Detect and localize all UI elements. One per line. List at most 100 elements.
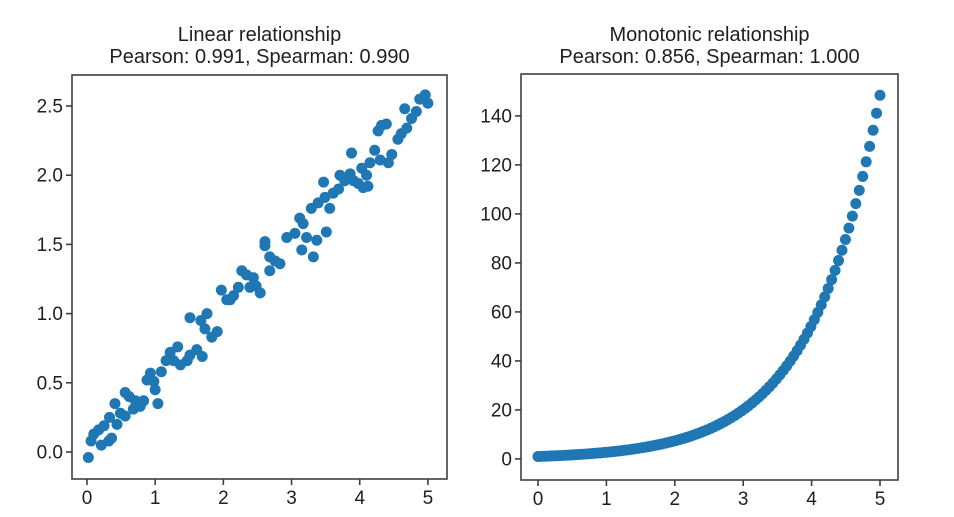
scatter-point	[867, 124, 879, 136]
scatter-point	[874, 89, 886, 101]
scatter-point	[369, 144, 381, 156]
axes-border	[71, 74, 448, 480]
scatter-point	[399, 103, 411, 115]
scatter-point	[119, 410, 131, 422]
scatter-point	[361, 169, 373, 181]
y-tick-label: 1.5	[37, 235, 63, 256]
scatter-point	[829, 264, 841, 276]
scatter-point	[98, 420, 110, 432]
scatter-point	[199, 323, 211, 335]
x-tick-label: 3	[286, 488, 297, 509]
scatter-point	[386, 148, 398, 160]
scatter-point	[850, 198, 862, 210]
scatter-point	[843, 222, 855, 234]
scatter-point	[318, 176, 330, 188]
y-tick-label: 0.5	[37, 373, 63, 394]
y-tick-label: 40	[491, 351, 512, 372]
scatter-point	[846, 210, 858, 222]
chart-linear-relationship: Linear relationship Pearson: 0.991, Spea…	[37, 24, 448, 509]
scatter-point	[155, 366, 167, 378]
x-axis: 0 1 2 3 4 5	[82, 479, 433, 509]
scatter-point	[311, 234, 323, 246]
scatter-point	[346, 147, 358, 159]
scatter-point	[196, 351, 208, 363]
x-tick-label: 0	[533, 489, 544, 510]
scatter-point	[296, 244, 308, 256]
plot-frame	[520, 73, 899, 481]
scatter-point	[410, 106, 422, 118]
scatter-point	[839, 233, 851, 245]
y-tick-label: 140	[480, 106, 512, 127]
x-tick-label: 4	[806, 489, 817, 510]
scatter-point	[822, 282, 834, 294]
chart-title: Linear relationship	[178, 24, 341, 46]
y-tick-label: 2.5	[37, 97, 63, 118]
y-tick-label: 120	[480, 155, 512, 176]
x-axis: 0 1 2 3 4 5	[533, 480, 886, 510]
scatter-point	[111, 418, 123, 430]
scatter-point	[860, 156, 872, 168]
scatter-point	[836, 244, 848, 256]
x-tick-label: 2	[218, 488, 229, 509]
scatter-point	[106, 432, 118, 444]
scatter-point	[853, 184, 865, 196]
scatter-point	[138, 395, 150, 407]
scatter-point	[215, 284, 227, 296]
scatter-point	[201, 308, 213, 320]
scatter-point	[152, 398, 164, 410]
axes-border	[520, 73, 899, 481]
chart-subtitle: Pearson: 0.991, Spearman: 0.990	[109, 46, 409, 68]
scatter-point	[289, 227, 301, 239]
scatter-point	[148, 375, 160, 387]
scatter-point	[149, 384, 161, 396]
scatter-point	[333, 183, 345, 195]
scatter-point	[864, 140, 876, 152]
scatter-point	[401, 122, 413, 134]
x-tick-label: 1	[150, 488, 161, 509]
scatter-point	[362, 180, 374, 192]
y-tick-label: 1.0	[37, 304, 63, 325]
y-tick-label: 80	[491, 253, 512, 274]
scatter-point	[324, 202, 336, 214]
scatter-point	[164, 346, 176, 358]
scatter-point	[144, 367, 156, 379]
scatter-point	[297, 218, 309, 230]
scatter-point	[833, 255, 845, 267]
scatter-point	[82, 452, 94, 464]
y-tick-label: 100	[480, 204, 512, 225]
scatter-point	[211, 326, 223, 338]
scatter-point	[247, 272, 259, 284]
scatter-point	[274, 258, 286, 270]
scatter-point	[422, 97, 434, 109]
scatter-point	[254, 287, 266, 299]
scatter-point	[419, 89, 431, 101]
y-tick-label: 20	[491, 400, 512, 421]
x-tick-label: 5	[423, 488, 434, 509]
x-tick-label: 5	[875, 489, 886, 510]
scatter-points	[82, 89, 434, 464]
plot-frame	[71, 74, 448, 480]
y-tick-label: 0	[501, 449, 512, 470]
x-tick-label: 4	[354, 488, 365, 509]
scatter-point	[259, 236, 271, 248]
scatter-point	[184, 312, 196, 324]
x-tick-label: 2	[670, 489, 681, 510]
chart-monotonic-relationship: Monotonic relationship Pearson: 0.856, S…	[480, 24, 899, 510]
scatter-point	[264, 265, 276, 277]
scatter-point	[281, 231, 293, 243]
y-tick-label: 0.0	[37, 443, 63, 464]
scatter-point	[301, 231, 313, 243]
chart-subtitle: Pearson: 0.856, Spearman: 1.000	[559, 46, 859, 68]
scatter-point	[319, 191, 331, 203]
scatter-point	[228, 290, 240, 302]
y-tick-label: 60	[491, 302, 512, 323]
x-tick-label: 0	[82, 488, 93, 509]
scatter-point	[857, 170, 869, 182]
x-tick-label: 1	[601, 489, 612, 510]
scatter-point	[380, 118, 392, 130]
scatter-point	[307, 251, 319, 263]
y-tick-label: 2.0	[37, 166, 63, 187]
scatter-point	[826, 274, 838, 286]
